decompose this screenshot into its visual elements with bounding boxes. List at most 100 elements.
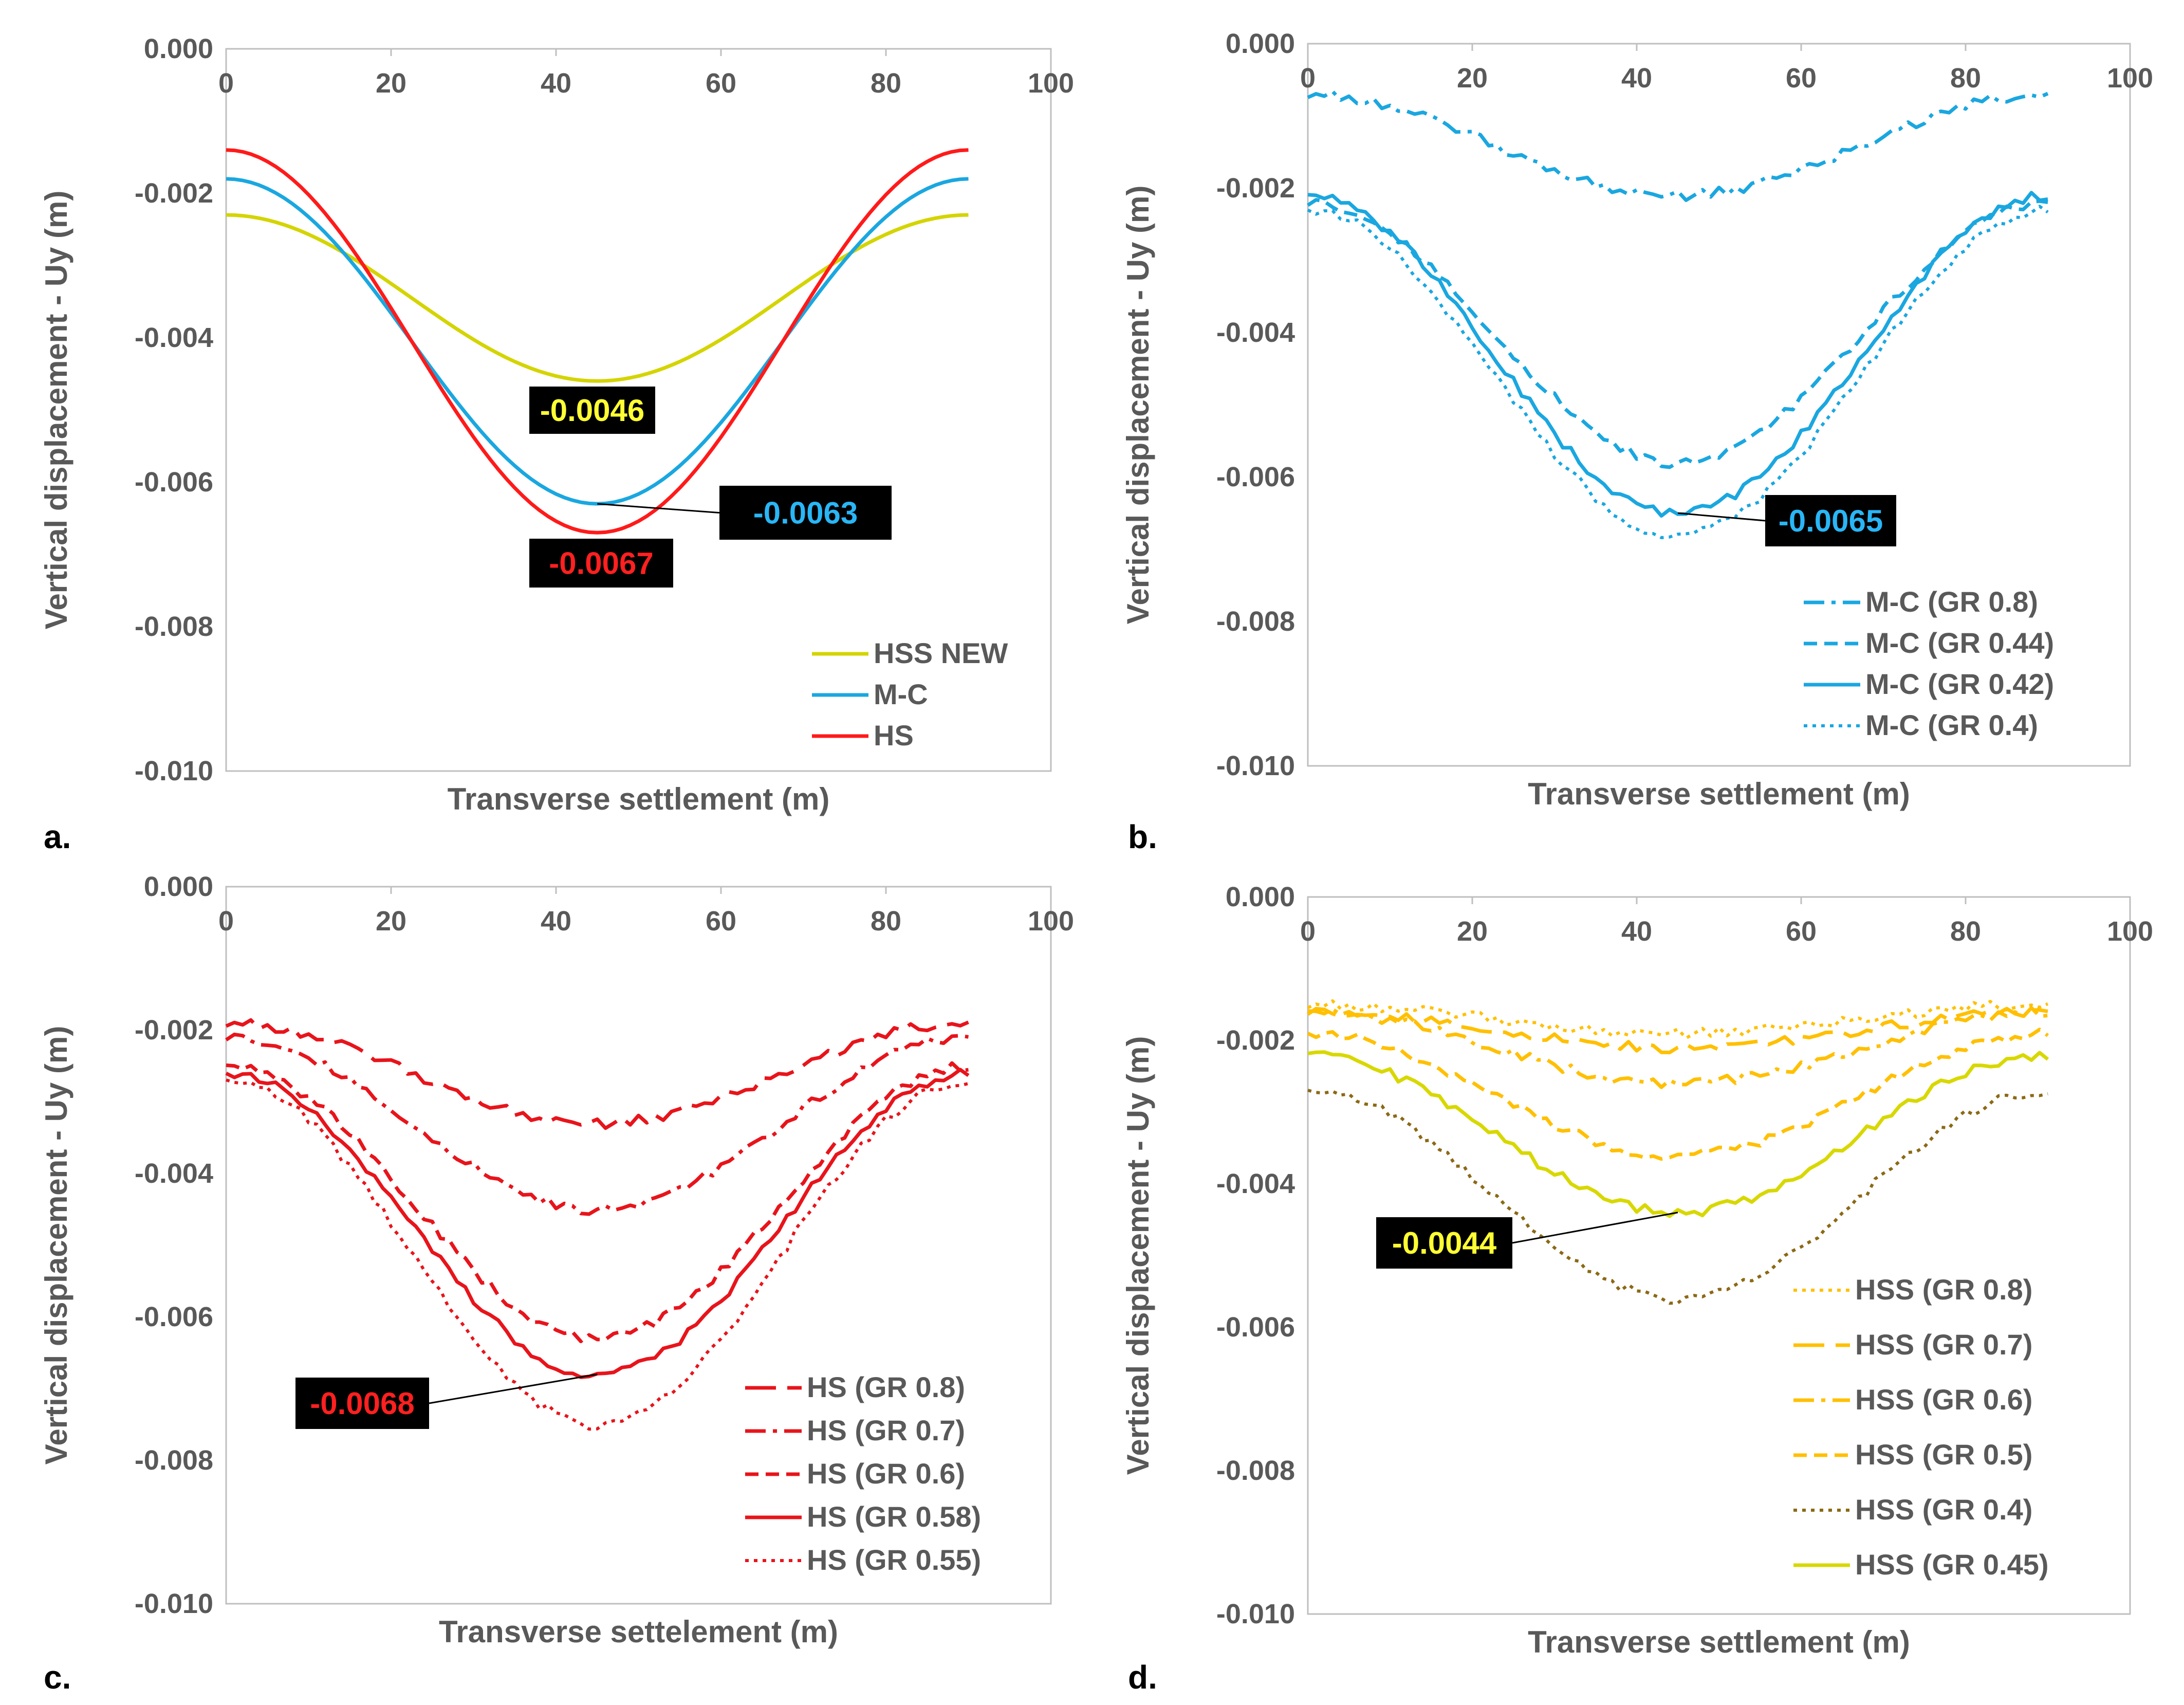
callout-leader <box>1512 1212 1678 1244</box>
legend-entry: HS (GR 0.8) <box>807 1371 965 1403</box>
legend-entry: M-C <box>874 678 928 710</box>
legend-entry: HSS (GR 0.5) <box>1855 1438 2032 1471</box>
x-tick-label: 100 <box>2107 916 2153 947</box>
x-tick-label: 0 <box>1300 63 1316 94</box>
series-line <box>225 1032 969 1216</box>
callout-label: -0.0063 <box>753 496 858 530</box>
x-tick-label: 80 <box>1950 63 1981 94</box>
y-tick-label: -0.010 <box>135 1588 213 1619</box>
y-tick-label: 0.000 <box>144 33 213 64</box>
x-axis-label: Transverse settlement (m) <box>1528 777 1910 811</box>
y-tick-label: 0.000 <box>144 871 213 902</box>
series-line <box>226 148 969 535</box>
callout-box <box>719 486 892 540</box>
x-tick-label: 20 <box>376 906 406 937</box>
series-line <box>225 1018 969 1130</box>
legend-entry: M-C (GR 0.44) <box>1865 627 2054 659</box>
callout-leader <box>429 1373 598 1404</box>
callout-leader <box>1677 512 1766 522</box>
x-tick-label: 60 <box>706 906 736 937</box>
panel-label: d. <box>1128 1659 1157 1696</box>
legend-entry: HS (GR 0.58) <box>807 1500 981 1533</box>
x-tick-label: 0 <box>218 68 234 99</box>
x-axis-label: Transverse settlement (m) <box>1528 1625 1910 1659</box>
series-line <box>1307 1006 2048 1089</box>
series-line <box>226 213 969 383</box>
legend-entry: HSS (GR 0.7) <box>1855 1328 2032 1361</box>
panel-label: c. <box>44 1659 71 1696</box>
callout-box <box>529 387 655 434</box>
y-tick-label: -0.008 <box>1216 606 1295 637</box>
y-tick-label: -0.002 <box>1216 173 1295 204</box>
series-line <box>1307 89 2049 202</box>
y-tick-label: -0.002 <box>135 178 213 209</box>
x-tick-label: 40 <box>1621 916 1652 947</box>
legend: HSS NEW M-C HS <box>812 637 1008 751</box>
y-tick-label: -0.008 <box>135 1445 213 1476</box>
legend-entry: HSS (GR 0.8) <box>1855 1273 2032 1306</box>
x-tick-label: 0 <box>218 906 234 937</box>
y-axis-label: Vertical displacement - Uy (m) <box>39 191 73 630</box>
x-tick-label: 0 <box>1300 916 1316 947</box>
x-tick-label: 20 <box>376 68 406 99</box>
y-axis-label: Vertical displacement - Uy (m) <box>1121 1036 1155 1475</box>
x-tick-label: 20 <box>1457 63 1488 94</box>
y-tick-label: -0.010 <box>135 756 213 786</box>
x-tick-label: 40 <box>541 906 571 937</box>
callout-leader <box>597 503 720 514</box>
x-axis-label: Transverse settelement (m) <box>439 1615 838 1649</box>
y-tick-label: -0.006 <box>135 1301 213 1332</box>
y-tick-label: 0.000 <box>1226 28 1295 59</box>
y-axis-label: Vertical displacement - Uy (m) <box>39 1026 73 1465</box>
y-tick-label: -0.008 <box>135 611 213 642</box>
series-line <box>226 1061 969 1344</box>
x-tick-label: 100 <box>1028 906 1074 937</box>
x-tick-label: 80 <box>871 68 901 99</box>
callout-label: -0.0046 <box>540 393 645 428</box>
legend: HS (GR 0.8) HS (GR 0.7) HS (GR 0.6) HS (GR … <box>745 1371 981 1576</box>
y-tick-label: -0.006 <box>1216 462 1295 492</box>
x-tick-label: 40 <box>541 68 571 99</box>
y-tick-label: -0.004 <box>1216 317 1295 348</box>
legend-entry: M-C (GR 0.42) <box>1865 668 2054 700</box>
x-tick-label: 80 <box>871 906 901 937</box>
legend-entry: HSS NEW <box>874 637 1008 669</box>
chart-panel-1: 0 20 40 60 80 100 0.000 -0.002 -0.004 -0.006 -0.00… <box>39 33 1074 855</box>
y-tick-label: -0.004 <box>135 1158 213 1189</box>
x-tick-label: 100 <box>1028 68 1074 99</box>
x-tick-label: 60 <box>1786 63 1817 94</box>
y-tick-label: -0.002 <box>135 1015 213 1046</box>
series-line <box>1307 999 2049 1040</box>
x-tick-label: 60 <box>1786 916 1817 947</box>
legend-entry: HS (GR 0.6) <box>807 1457 965 1490</box>
panel-label: a. <box>44 818 71 855</box>
y-tick-label: 0.000 <box>1226 882 1295 912</box>
plot-area <box>1307 43 2131 767</box>
x-tick-label: 60 <box>706 68 736 99</box>
legend-entry: M-C (GR 0.8) <box>1865 585 2038 618</box>
x-tick-label: 80 <box>1950 916 1981 947</box>
series-line <box>1307 198 2048 469</box>
callout-label: -0.0068 <box>310 1386 415 1421</box>
chart-panel-2: 0 20 40 60 80 100 0.000 -0.002 -0.004 -0.006 -0.00… <box>1121 28 2153 855</box>
series-line <box>1307 205 2049 539</box>
series-line <box>1307 191 2048 518</box>
legend-entry: HSS (GR 0.4) <box>1855 1493 2032 1526</box>
legend-entry: HSS (GR 0.45) <box>1855 1548 2049 1581</box>
chart-panel-4: 0 20 40 60 80 100 0.000 -0.002 -0.004 -0.006 -0.00… <box>1121 882 2153 1696</box>
legend-entry: HSS (GR 0.6) <box>1855 1383 2032 1416</box>
legend-entry: HS (GR 0.7) <box>807 1414 965 1446</box>
callout-box <box>529 539 673 588</box>
callout-label: -0.0044 <box>1392 1226 1497 1260</box>
series-line <box>226 1078 969 1431</box>
callout-box <box>1376 1217 1512 1269</box>
y-tick-label: -0.010 <box>1216 1599 1295 1629</box>
callout-box <box>295 1378 429 1429</box>
legend-entry: HS (GR 0.55) <box>807 1544 981 1576</box>
chart-panel-3: 0 20 40 60 80 100 0.000 -0.002 -0.004 -0.006 -0.00… <box>39 871 1074 1696</box>
legend: HSS (GR 0.8) HSS (GR 0.7) HSS (GR 0.6) HSS … <box>1793 1273 2049 1581</box>
y-axis-label: Vertical displacement - Uy (m) <box>1121 186 1155 625</box>
series-line <box>1307 1028 2049 1161</box>
y-tick-label: -0.004 <box>135 322 213 353</box>
legend-entry: M-C (GR 0.4) <box>1865 709 2038 741</box>
